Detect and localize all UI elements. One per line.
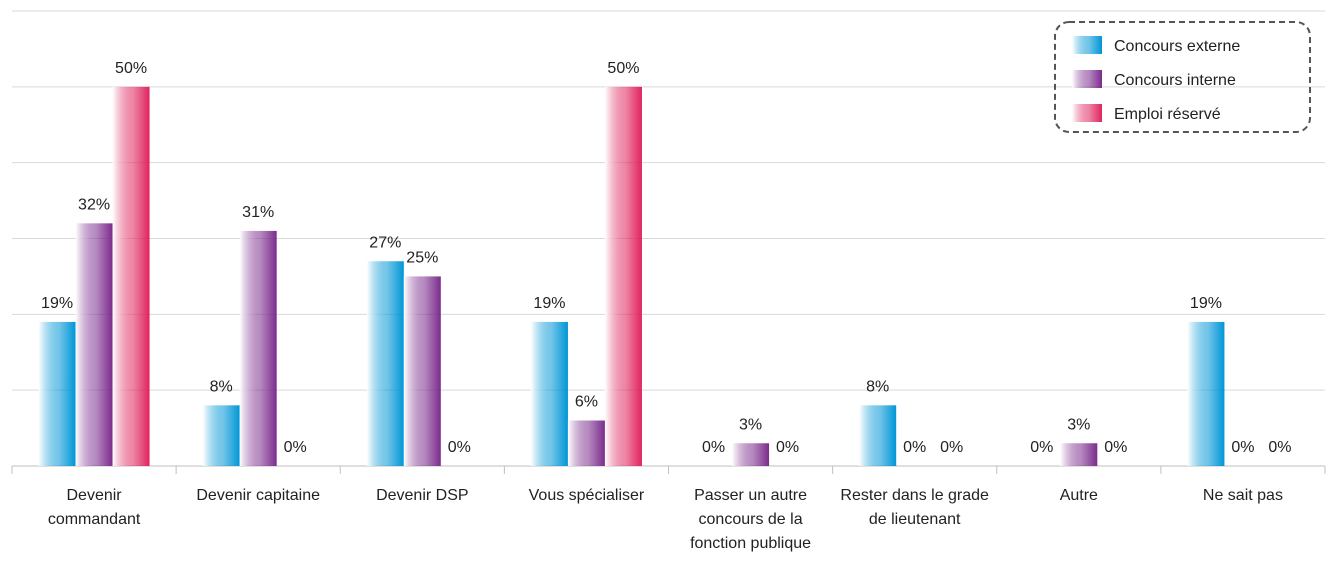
legend-label: Emploi réservé — [1114, 106, 1221, 123]
bar — [38, 321, 76, 466]
data-label: 3% — [1067, 416, 1090, 433]
data-label: 19% — [1190, 295, 1222, 312]
x-tick-label: Ne sait pas — [1202, 487, 1283, 504]
data-label: 8% — [866, 378, 889, 395]
data-label: 0% — [776, 439, 799, 456]
x-tick-label: Autre — [1059, 487, 1098, 504]
bar — [732, 443, 770, 466]
legend-box — [1054, 21, 1311, 133]
data-label: 31% — [242, 204, 274, 221]
data-label: 0% — [1231, 439, 1254, 456]
data-label: 0% — [1268, 439, 1291, 456]
data-label: 19% — [41, 295, 73, 312]
x-tick-label: Devenir capitaine — [196, 487, 320, 504]
data-label: 25% — [406, 249, 438, 266]
legend-swatch — [1072, 70, 1102, 88]
bar — [403, 276, 441, 466]
data-label: 50% — [115, 60, 147, 77]
bar — [239, 230, 277, 466]
data-label: 3% — [739, 416, 762, 433]
data-label: 27% — [369, 234, 401, 251]
bar — [75, 223, 113, 466]
data-label: 8% — [210, 378, 233, 395]
x-tick-label: Rester dans le grade de lieutenant — [840, 487, 989, 528]
data-label: 0% — [1104, 439, 1127, 456]
bar — [112, 86, 150, 466]
bar — [1060, 443, 1098, 466]
x-tick-label: Devenir commandant — [47, 487, 141, 528]
legend-swatch — [1072, 104, 1102, 122]
data-label: 32% — [78, 196, 110, 213]
x-tick-label: Devenir DSP — [376, 487, 469, 504]
data-label: 0% — [284, 439, 307, 456]
data-label: 0% — [903, 439, 926, 456]
x-tick-label: Passer un autre concours de la fonction … — [690, 487, 812, 552]
data-label: 19% — [533, 295, 565, 312]
bar — [202, 405, 240, 466]
data-label: 0% — [702, 439, 725, 456]
bar — [567, 420, 605, 466]
data-label: 50% — [607, 60, 639, 77]
data-label: 6% — [575, 394, 598, 411]
legend-label: Concours externe — [1114, 38, 1240, 55]
bar — [366, 261, 404, 466]
bar — [530, 321, 568, 466]
bar — [604, 86, 642, 466]
legend-swatch — [1072, 36, 1102, 54]
data-label: 0% — [940, 439, 963, 456]
bar — [1187, 321, 1225, 466]
data-label: 0% — [1030, 439, 1053, 456]
x-tick-label: Vous spécialiser — [528, 487, 645, 504]
bar — [859, 405, 897, 466]
legend-label: Concours interne — [1114, 72, 1236, 89]
data-label: 0% — [448, 439, 471, 456]
